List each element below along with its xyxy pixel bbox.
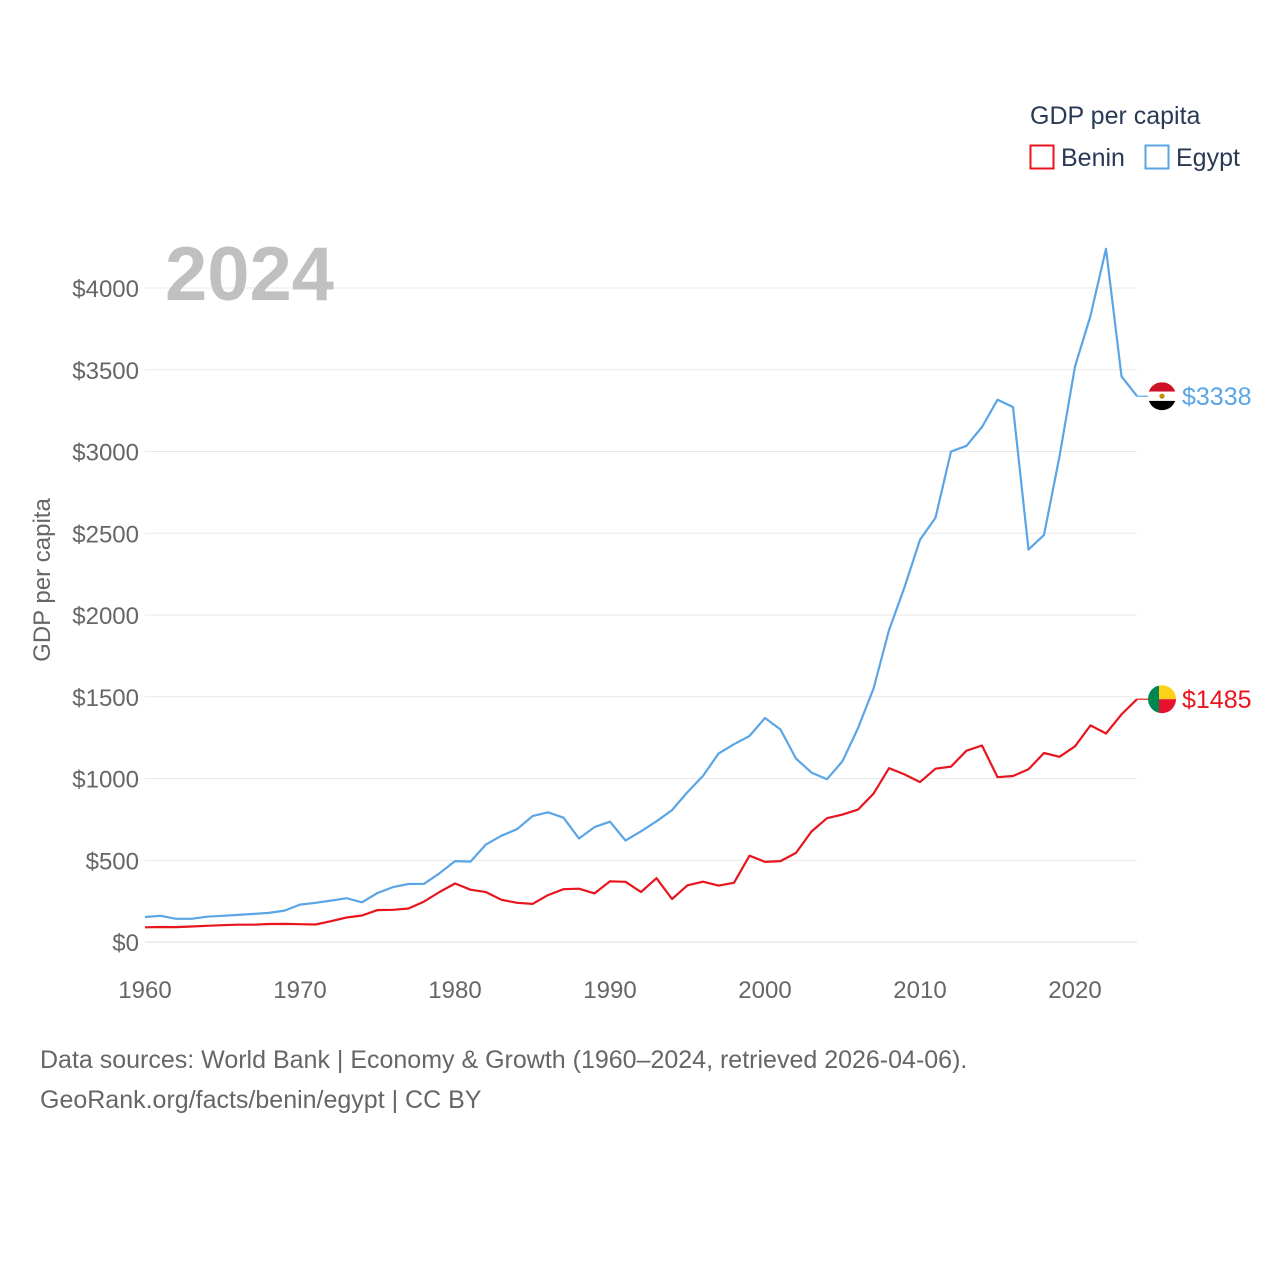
series-lines [144,247,1148,929]
egypt-end-value-label: $3338 [1182,383,1252,411]
x-tick-label: 1960 [118,977,171,1004]
y-tick-label: $2000 [72,603,139,630]
x-tick-label: 2000 [738,977,791,1004]
y-axis-title: GDP per capita [29,498,56,662]
benin-flag-icon [1148,685,1176,714]
footer-sources: Data sources: World Bank | Economy & Gro… [40,1046,968,1074]
series-line-benin[interactable] [144,698,1138,929]
legend-title: GDP per capita [1030,102,1201,130]
x-axis-ticks: 1960 1970 1980 1990 2000 2010 2020 [118,977,1101,1004]
y-tick-label: $3500 [72,358,139,385]
gridlines [145,287,1137,943]
x-tick-label: 1970 [273,977,326,1004]
legend-swatch-egypt[interactable] [1144,144,1170,170]
y-tick-label: $0 [112,930,139,957]
series-line-egypt[interactable] [144,247,1138,920]
y-tick-label: $3000 [72,440,139,467]
y-tick-label: $500 [86,848,139,875]
y-tick-label: $1000 [72,767,139,794]
y-axis-ticks: $0 $500 $1000 $1500 $2000 $2500 $3000 $3500 $400… [72,276,139,957]
x-tick-label: 1980 [428,977,481,1004]
x-tick-label: 2020 [1048,977,1101,1004]
egypt-flag-icon [1148,382,1176,411]
legend-label-egypt[interactable]: Egypt [1176,144,1240,172]
legend-swatch-benin[interactable] [1029,144,1055,170]
y-tick-label: $1500 [72,685,139,712]
y-tick-label: $4000 [72,276,139,303]
y-tick-label: $2500 [72,521,139,548]
footer-attribution: GeoRank.org/facts/benin/egypt | CC BY [40,1086,482,1114]
x-tick-label: 1990 [583,977,636,1004]
footer-credits: Data sources: World Bank | Economy & Gro… [40,1040,967,1120]
benin-end-value-label: $1485 [1182,686,1252,714]
legend: GDP per capita Benin Egypt [1029,102,1240,172]
year-watermark: 2024 [165,232,334,317]
x-tick-label: 2010 [893,977,946,1004]
legend-label-benin[interactable]: Benin [1061,144,1125,172]
